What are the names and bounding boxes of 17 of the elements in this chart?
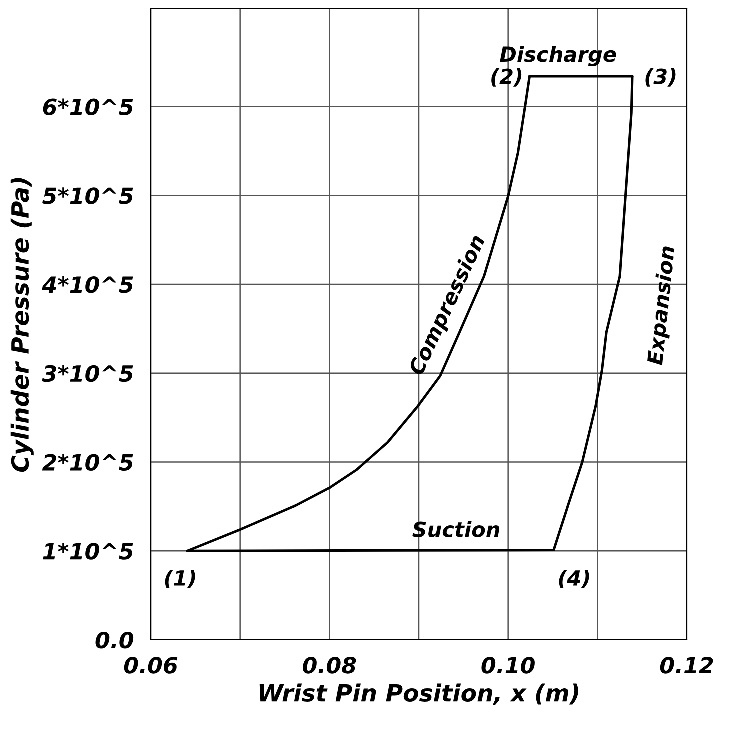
annotation: (4) bbox=[559, 570, 590, 589]
annotation: (1) bbox=[165, 570, 196, 589]
x-axis-title: Wrist Pin Position, x (m) bbox=[260, 684, 578, 706]
y-tick-label: 6*10^5 bbox=[43, 98, 134, 116]
y-tick-label: 3*10^5 bbox=[42, 365, 134, 382]
x-tick-label: 0.06 bbox=[124, 657, 178, 674]
y-axis-title: Cylinder Pressure (Pa) bbox=[10, 178, 34, 472]
y-tick-label: 5*10^5 bbox=[42, 188, 134, 204]
y-tick-label: 0.0 bbox=[96, 632, 134, 649]
y-tick-label: 4*10^5 bbox=[42, 276, 134, 294]
annotation: Expansion bbox=[646, 246, 680, 366]
x-tick-label: 0.12 bbox=[660, 657, 714, 674]
text: 0.08 bbox=[303, 657, 356, 674]
text: 0.10 bbox=[482, 657, 535, 674]
annotation: (3) bbox=[646, 68, 676, 87]
y-tick-label: 1*10^5 bbox=[43, 543, 134, 560]
y-tick-label: 2*10^5 bbox=[42, 454, 134, 472]
